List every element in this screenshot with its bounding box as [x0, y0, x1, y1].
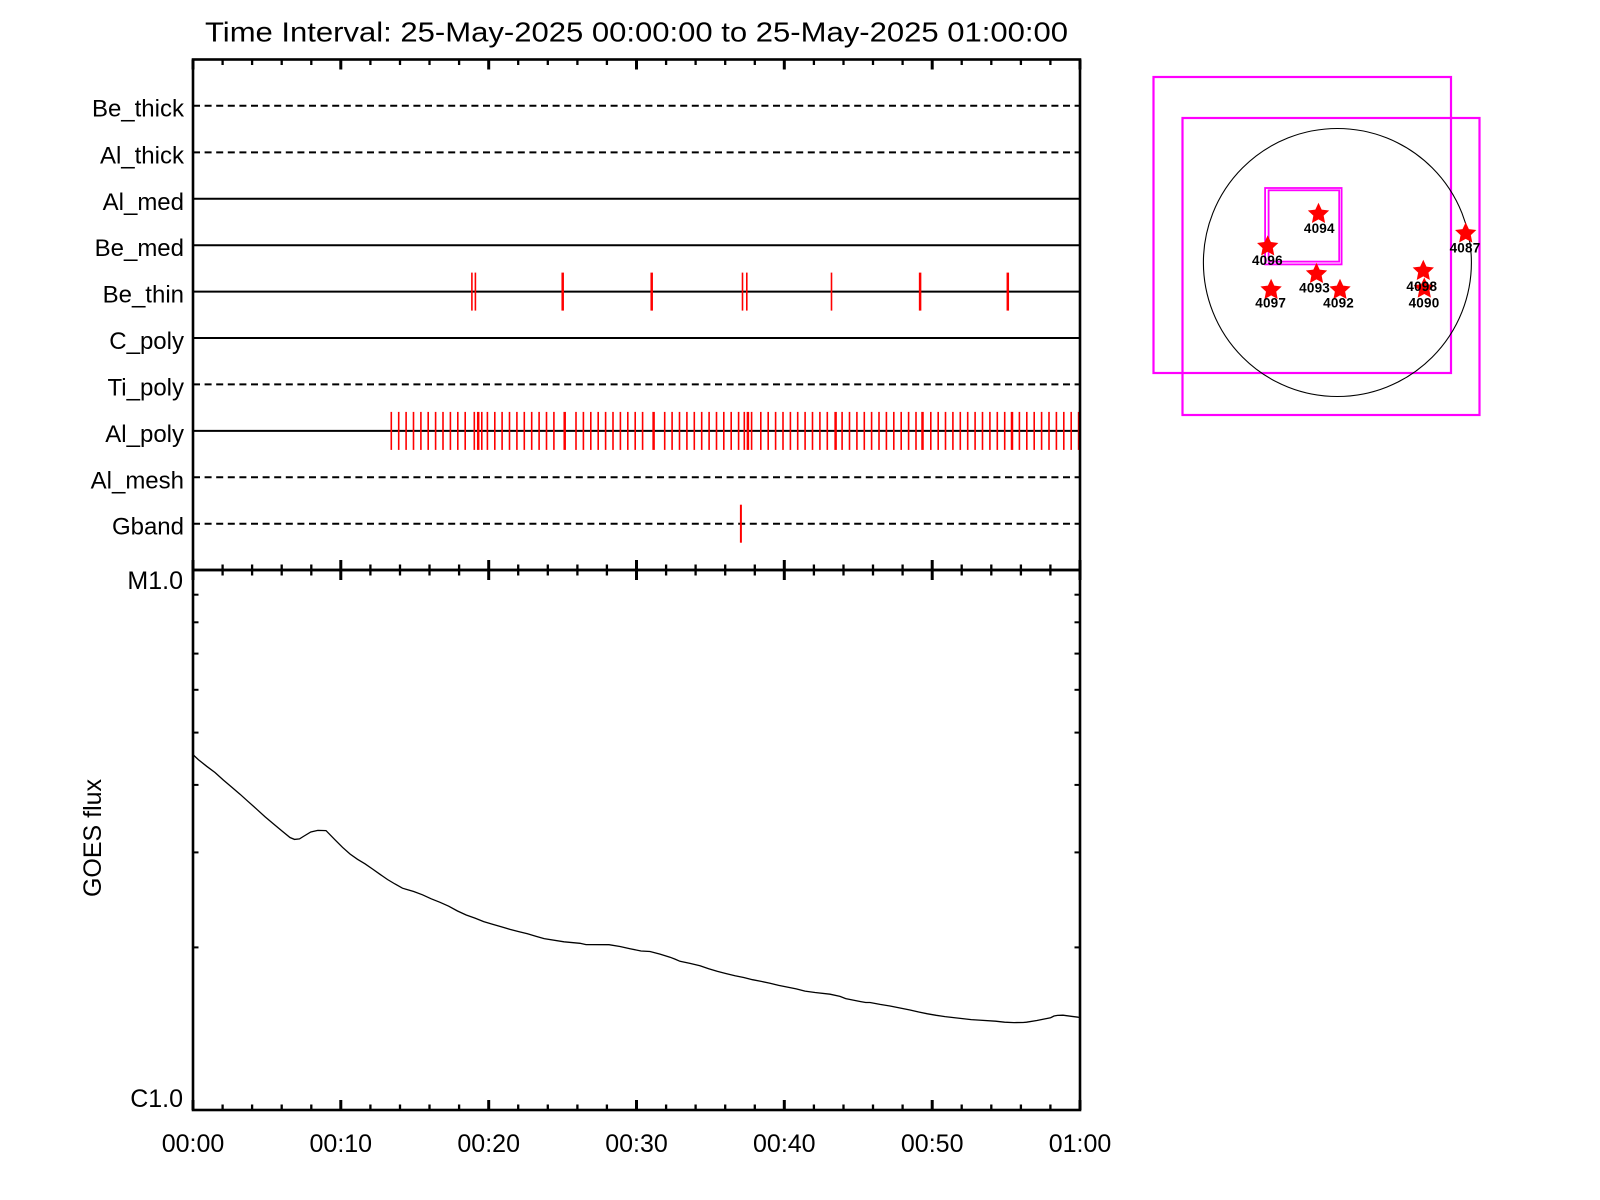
svg-text:GOES flux: GOES flux: [79, 778, 107, 897]
svg-text:00:30: 00:30: [605, 1130, 668, 1158]
svg-text:4097: 4097: [1255, 296, 1286, 311]
svg-text:Al_poly: Al_poly: [105, 421, 184, 448]
svg-text:00:20: 00:20: [457, 1130, 520, 1158]
svg-text:4087: 4087: [1450, 240, 1481, 255]
svg-text:4090: 4090: [1409, 296, 1440, 311]
svg-text:Al_med: Al_med: [103, 189, 184, 216]
svg-text:M1.0: M1.0: [127, 567, 183, 595]
svg-text:C1.0: C1.0: [130, 1085, 183, 1113]
svg-text:C_poly: C_poly: [109, 328, 184, 355]
svg-text:4094: 4094: [1304, 221, 1335, 236]
svg-text:4093: 4093: [1299, 281, 1330, 296]
svg-text:00:00: 00:00: [162, 1130, 225, 1158]
svg-text:00:50: 00:50: [901, 1130, 964, 1158]
svg-text:4098: 4098: [1406, 279, 1437, 294]
svg-text:Ti_poly: Ti_poly: [108, 374, 184, 401]
svg-text:Be_thick: Be_thick: [92, 96, 185, 123]
svg-text:00:10: 00:10: [310, 1130, 373, 1158]
svg-text:4096: 4096: [1252, 253, 1283, 268]
svg-text:4092: 4092: [1323, 296, 1354, 311]
svg-text:Be_med: Be_med: [95, 235, 184, 262]
svg-text:Al_thick: Al_thick: [100, 142, 185, 169]
svg-text:Al_mesh: Al_mesh: [91, 467, 184, 494]
svg-text:Time Interval: 25-May-2025 00:: Time Interval: 25-May-2025 00:00:00 to 2…: [205, 17, 1068, 48]
svg-text:01:00: 01:00: [1049, 1130, 1112, 1158]
svg-text:00:40: 00:40: [753, 1130, 816, 1158]
svg-text:Be_thin: Be_thin: [103, 282, 184, 309]
svg-text:Gband: Gband: [112, 514, 184, 541]
